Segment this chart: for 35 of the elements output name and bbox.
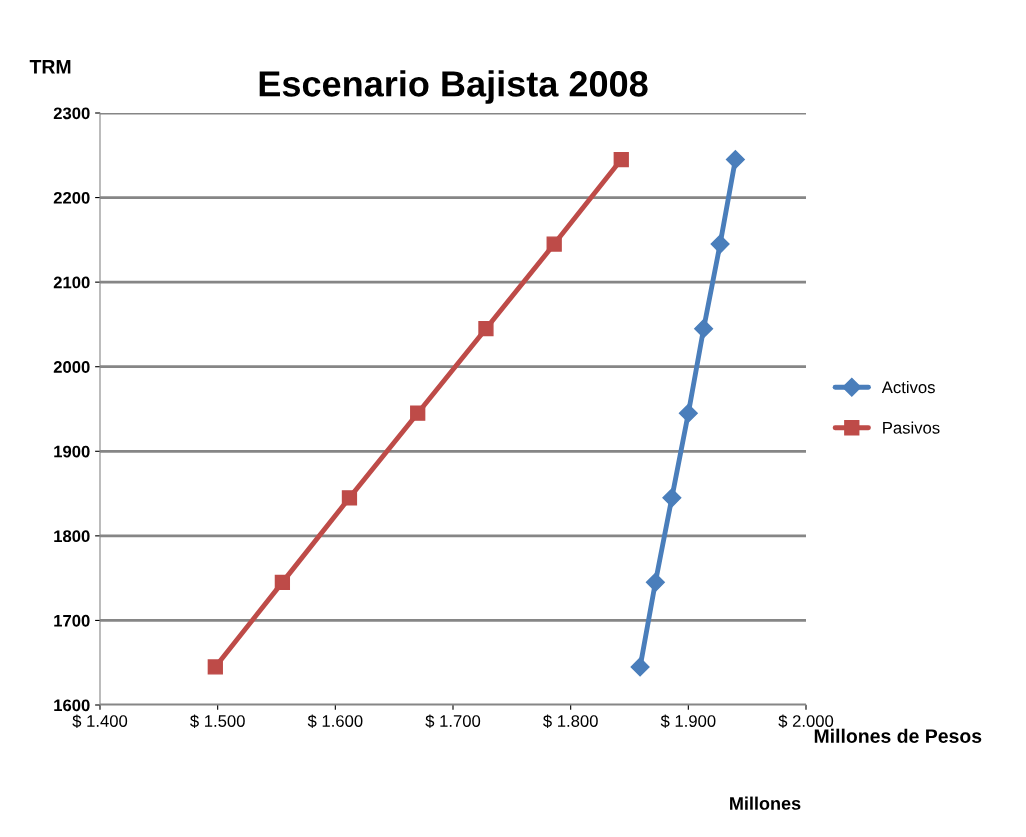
y-tick-label: 2200 <box>53 191 90 204</box>
x-tick-label: $ 1.500 <box>190 714 245 728</box>
point <box>645 572 665 592</box>
x-tick-label: $ 2.000 <box>778 714 834 728</box>
x-tick-label: $ 1.400 <box>72 714 128 728</box>
point <box>478 321 494 337</box>
x-axis-title: Millones de Pesos <box>814 728 982 743</box>
y-tick-label: 1600 <box>54 699 90 712</box>
point <box>613 151 629 168</box>
point <box>725 149 745 170</box>
point <box>630 657 650 677</box>
point <box>546 236 562 252</box>
point <box>341 490 358 506</box>
y-tick-label: 1800 <box>54 530 90 543</box>
chart-title: Escenario Bajista 2008 <box>259 70 648 104</box>
y-tick-label: 2000 <box>53 361 90 373</box>
point <box>274 574 291 591</box>
point <box>694 319 714 339</box>
point <box>207 659 223 675</box>
y-tick-label: 2100 <box>53 276 90 289</box>
text: Millones <box>730 796 801 810</box>
legend-label: Pasivos <box>883 421 940 434</box>
legend-label: Activos <box>881 380 935 394</box>
x-tick-label: $ 1.700 <box>425 714 481 728</box>
point <box>678 403 698 423</box>
x-tick-label: $ 1.600 <box>307 714 363 728</box>
y-axis-title: TRM <box>29 60 71 74</box>
x-tick-label: $ 1.900 <box>660 714 716 728</box>
point <box>410 405 426 421</box>
x-tick-label: $ 1.800 <box>543 714 598 728</box>
y-tick-label: 1900 <box>54 445 90 458</box>
point <box>662 488 682 508</box>
point <box>710 234 730 254</box>
y-tick-label: 2300 <box>53 107 90 120</box>
y-tick-label: 1700 <box>54 614 90 627</box>
